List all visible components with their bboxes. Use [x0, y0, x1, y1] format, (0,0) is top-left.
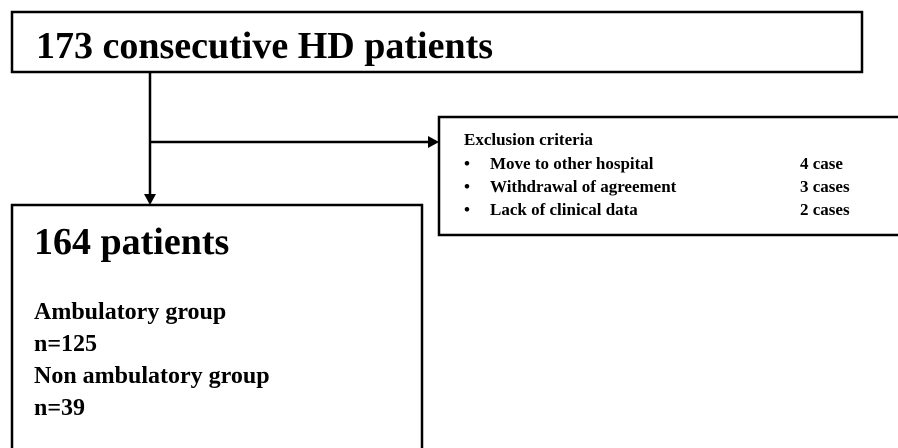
result-line: Ambulatory group: [34, 299, 226, 325]
result-line: n=39: [34, 395, 85, 421]
exclusion-box: [437, 115, 898, 237]
bullet: •: [464, 200, 470, 219]
result-line: Non ambulatory group: [34, 363, 270, 389]
item-label: Lack of clinical data: [490, 200, 638, 219]
arrow-head: [144, 194, 156, 205]
top-title: 173 consecutive HD patients: [36, 25, 493, 67]
top-box: [10, 10, 864, 74]
item-count: 2 cases: [800, 200, 850, 219]
exclusion-title: Exclusion criteria: [464, 130, 593, 149]
result-line: n=125: [34, 331, 97, 357]
arrow-head: [428, 136, 439, 148]
bullet: •: [464, 154, 470, 173]
item-count: 3 cases: [800, 177, 850, 196]
item-label: Move to other hospital: [490, 154, 654, 173]
result-box: [10, 203, 424, 448]
result-title: 164 patients: [34, 221, 229, 263]
item-label: Withdrawal of agreement: [490, 177, 677, 196]
bullet: •: [464, 177, 470, 196]
item-count: 4 case: [800, 154, 843, 173]
